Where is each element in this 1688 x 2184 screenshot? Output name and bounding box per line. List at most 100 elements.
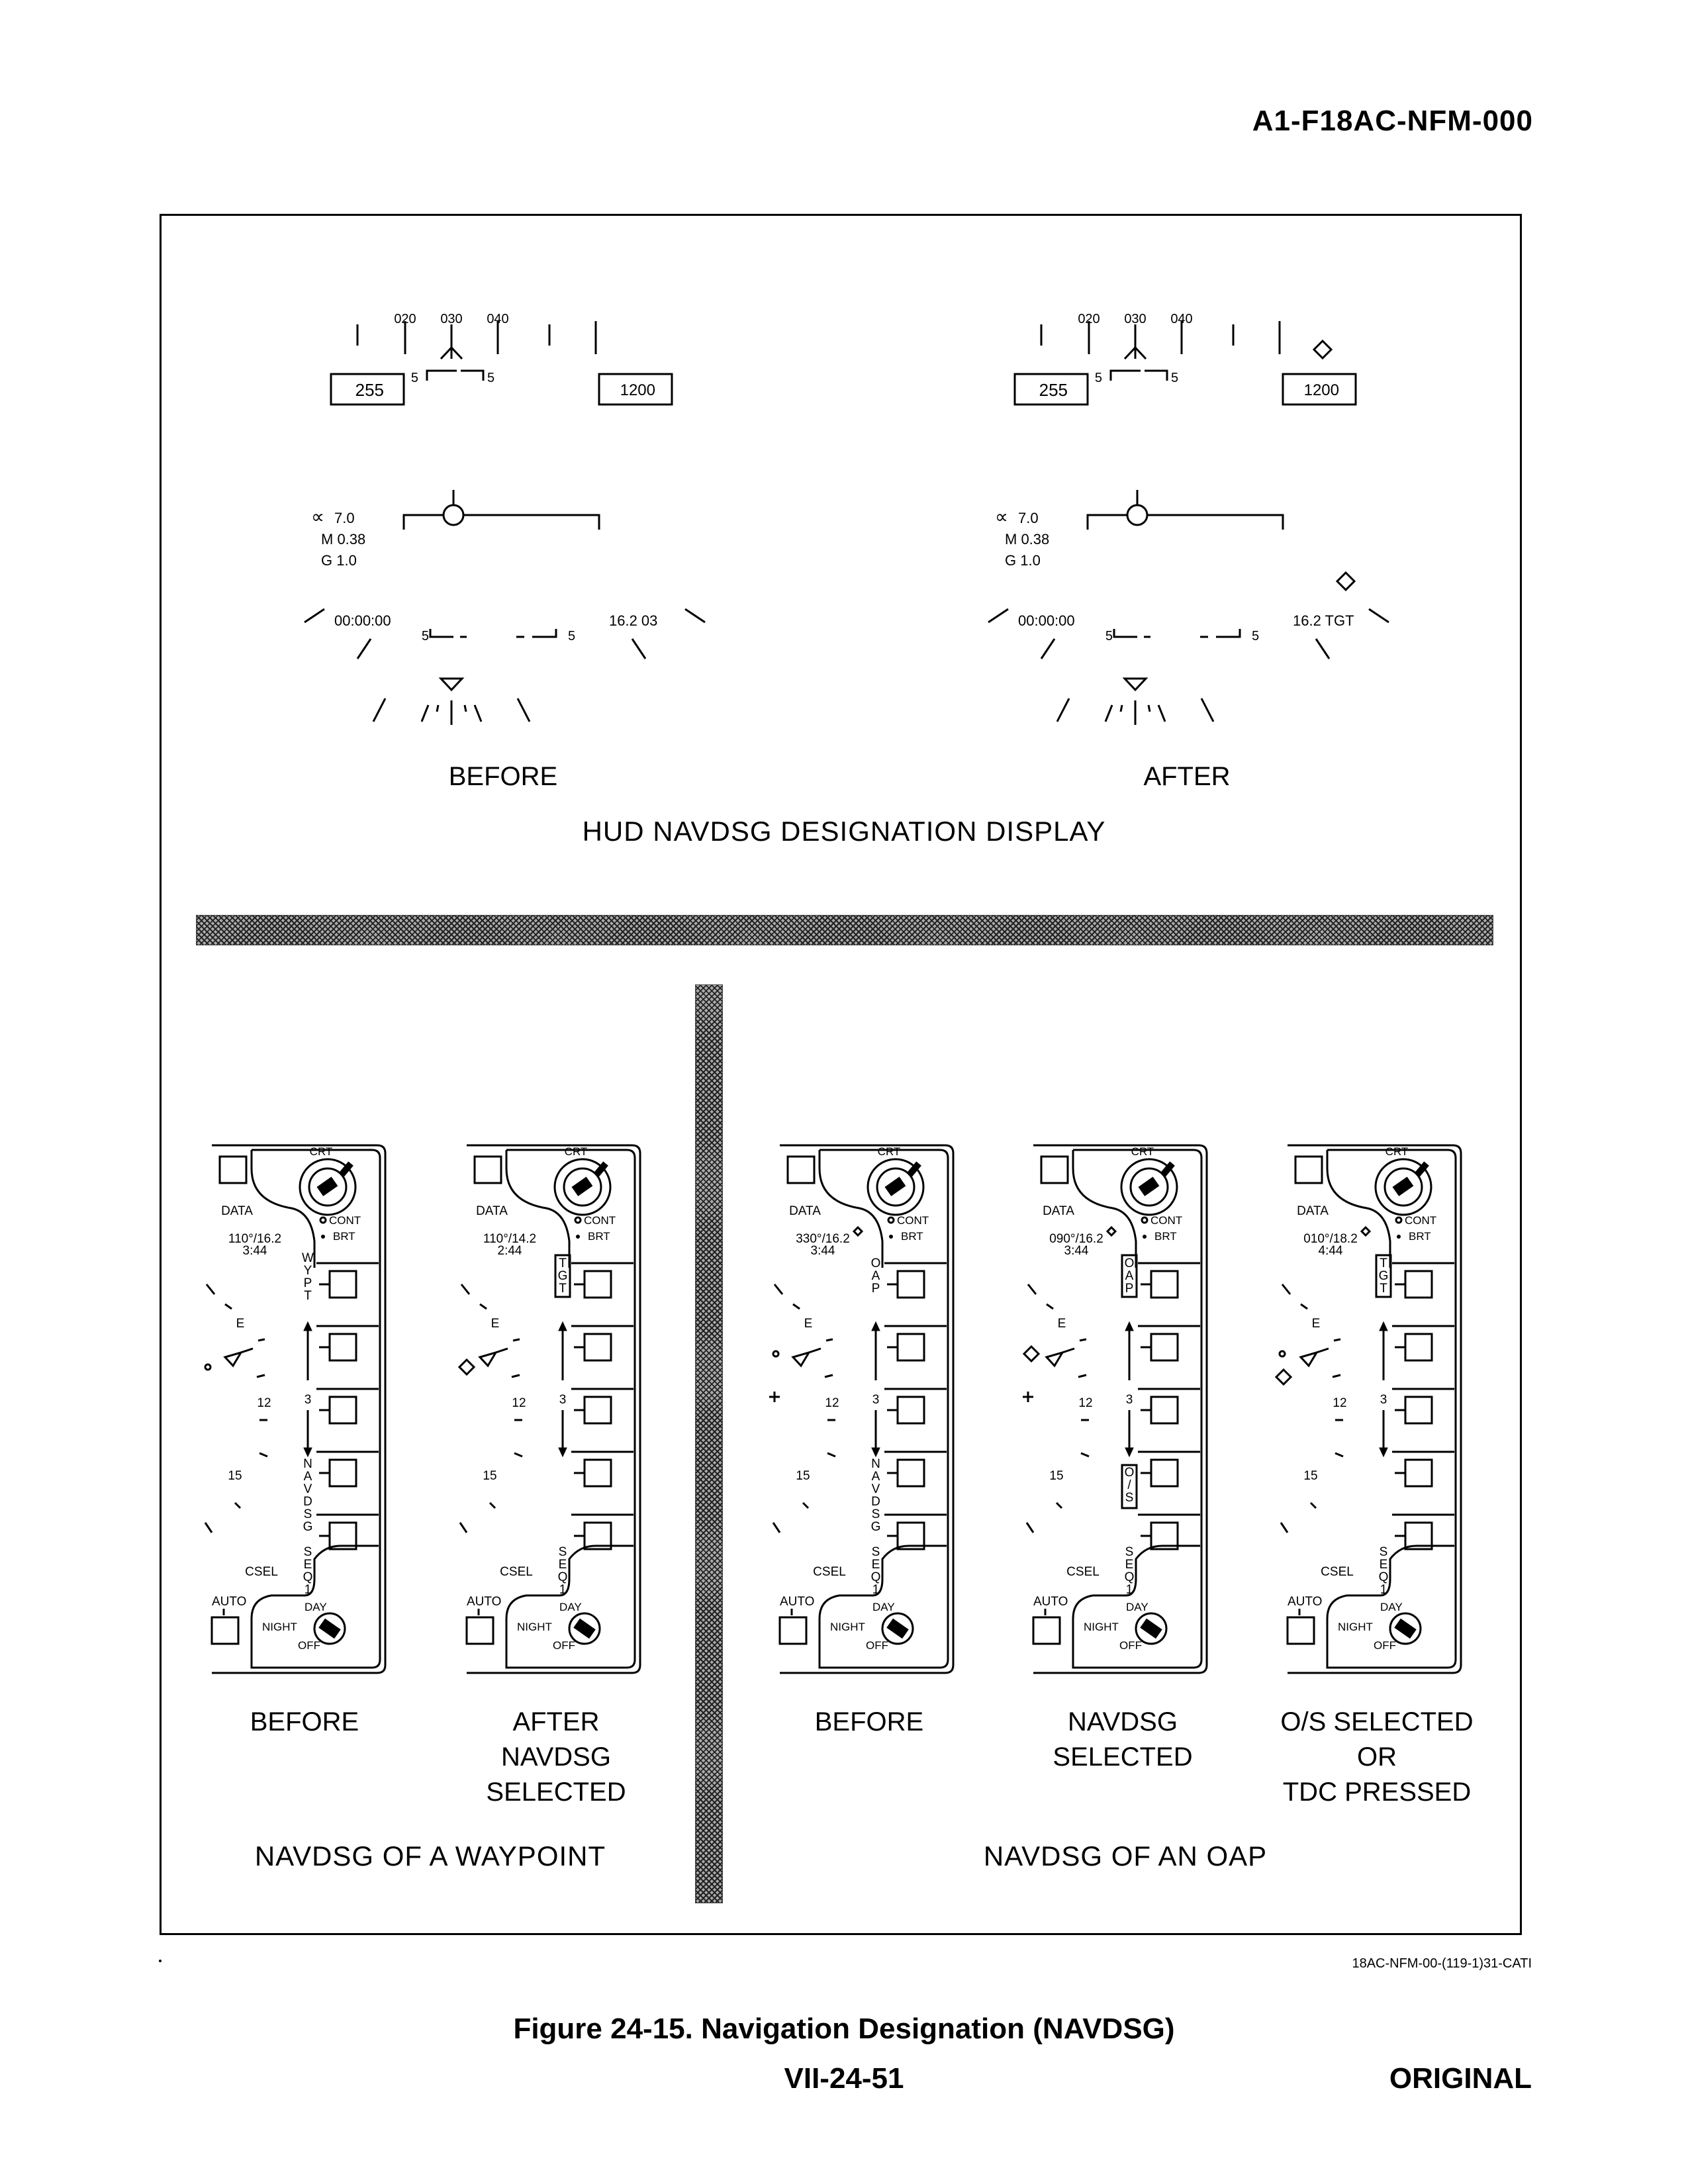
cont-indicator [574,1216,582,1224]
bank-tick [463,704,467,712]
auto-button [778,1616,808,1645]
bank-tick [1119,704,1123,712]
revision-status: ORIGINAL [1389,2062,1532,2095]
time-to-go: 3:44 [1064,1244,1089,1258]
waypoint-circle [772,1350,780,1358]
crt-knob-pointer [316,1176,338,1196]
ownship-symbol [791,1351,812,1368]
option-button [583,1333,612,1362]
crt-label: CRT [878,1145,901,1158]
mach-value: M 0.38 [1005,531,1049,547]
top-button-legend: G [1379,1269,1389,1283]
figure-caption: Figure 24-15. Navigation Designation (NA… [513,2013,1175,2045]
aoa-value: 7.0 [334,510,355,526]
brt-indicator [1397,1235,1401,1239]
target-diamond-lower [1335,571,1356,592]
bearing-range: 090°/16.2 [1049,1232,1103,1246]
bottom-button-legend: V [872,1482,880,1496]
scale-arrow-up [1125,1321,1134,1331]
scale-arrow-down [1379,1447,1388,1458]
crt-panel-curve [1072,1150,1137,1268]
compass-15: 15 [796,1469,810,1483]
crt-knob-inner [308,1167,348,1207]
compass-tick [802,1501,810,1509]
document-id: A1-F18AC-NFM-000 [1252,105,1533,137]
waypoint-circle [1278,1350,1286,1358]
crt-knob-index [594,1161,608,1177]
compass-tick [1025,1522,1035,1533]
scale-arrow-down [871,1447,880,1458]
compass-tick [512,1338,520,1342]
waypoint-group-title: NAVDSG OF A WAYPOINT [254,1840,606,1872]
bezel-outline [1288,1144,1462,1674]
figure-frame [160,214,1522,1935]
compass-tick [1027,1284,1037,1295]
compass-tick [259,1452,268,1458]
figure-id: 18AC-NFM-00-(119-1)31-CATI [1352,1956,1532,1971]
bottom-button-legend: O [1125,1466,1135,1480]
crt-label: CRT [1385,1145,1409,1158]
aoa-value: 7.0 [1018,510,1039,526]
data-button [1294,1155,1323,1184]
bottom-button-legend: S [872,1507,880,1521]
crt-knob-index [1160,1161,1175,1177]
auto-label: AUTO [467,1595,501,1609]
crt-knob-outer [553,1158,612,1216]
lower-panel-curve [505,1544,633,1669]
bezel-inner [820,1149,949,1669]
bearing-range: 010°/18.2 [1303,1232,1358,1246]
time-to-go: 2:44 [498,1244,522,1258]
altitude-value: 1200 [620,381,655,399]
crt-knob-outer [1120,1158,1178,1216]
mode-knob [313,1612,346,1645]
elapsed-time: 00:00:00 [1018,612,1075,629]
g-value: G 1.0 [321,552,357,569]
bezel-outline [212,1144,387,1674]
seq-legend: 1 [305,1583,312,1597]
seq-legend: S [304,1545,312,1559]
seq-legend: Q [1125,1570,1135,1584]
crt-label: CRT [1131,1145,1154,1158]
ladder-line-left-upper [988,608,1009,624]
option-button [1404,1458,1433,1488]
lower-ladder-left [1113,629,1137,638]
mode-knob [1135,1612,1168,1645]
day-label: DAY [559,1601,582,1613]
scale-value: 3 [1126,1393,1133,1407]
top-button-legend-box [1121,1254,1138,1298]
bank-line-left [1040,638,1056,659]
mode-knob [1389,1612,1422,1645]
crt-knob-inner [1383,1167,1423,1207]
airspeed-box [330,373,405,406]
cont-indicator [887,1216,895,1224]
compass-e: E [1058,1317,1066,1331]
off-label: OFF [1374,1639,1396,1652]
scale-value: 3 [872,1393,880,1407]
seq-legend: 1 [559,1583,567,1597]
off-label: OFF [553,1639,575,1652]
compass-tick [1055,1501,1063,1509]
compass-tick [1300,1303,1308,1310]
day-label: DAY [1380,1601,1403,1613]
bottom-button-legend: / [1127,1478,1131,1492]
lower-ladder-right [1216,629,1241,638]
designated-target-diamond [1022,1345,1041,1363]
crt-panel-curve [818,1150,884,1268]
g-value: G 1.0 [1005,552,1041,569]
ddi-label-2: BEFORE [814,1707,924,1736]
mode-knob-pointer [573,1618,596,1639]
compass-tick [489,1501,496,1509]
bottom-button-legend: G [303,1520,313,1534]
auto-button [465,1616,494,1645]
cont-indicator [1141,1216,1149,1224]
compass-12: 12 [1333,1396,1346,1410]
airspeed-value: 255 [1039,380,1068,400]
crt-knob-pointer [1138,1176,1160,1196]
brt-label: BRT [588,1230,610,1243]
option-button [328,1458,357,1488]
section-divider-horizontal [196,915,1493,945]
pitch-label-right: 5 [487,371,494,385]
top-button-legend: O [871,1257,881,1270]
seq-legend: S [559,1545,567,1559]
ladder-line-right-upper [1368,608,1389,624]
